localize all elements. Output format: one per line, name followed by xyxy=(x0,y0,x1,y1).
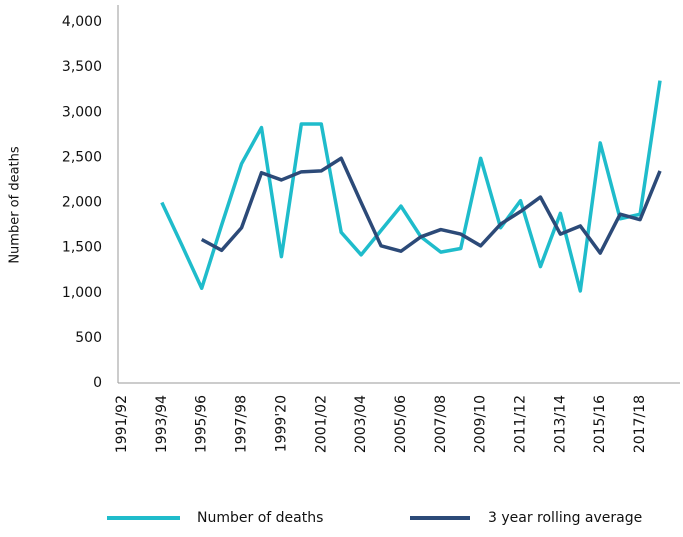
y-tick-label: 1,000 xyxy=(62,285,102,301)
y-tick-label: 1,500 xyxy=(62,240,102,256)
y-axis-label: Number of deaths xyxy=(8,146,23,264)
legend-label: 3 year rolling average xyxy=(488,510,642,526)
y-tick-label: 2,500 xyxy=(62,149,102,165)
y-tick-label: 4,000 xyxy=(62,14,102,30)
x-tick-label: 1991/92 xyxy=(114,395,130,453)
y-tick-label: 3,500 xyxy=(62,59,102,75)
x-tick-label: 1999'20 xyxy=(273,395,289,452)
x-tick-label: 1993/94 xyxy=(154,395,170,453)
x-tick-label: 1995/96 xyxy=(194,395,210,453)
legend-label: Number of deaths xyxy=(197,510,323,526)
x-tick-label: 2011/12 xyxy=(513,395,529,453)
x-tick-label: 2009/10 xyxy=(473,395,489,453)
x-tick-label: 1997/98 xyxy=(234,395,250,453)
y-tick-label: 2,000 xyxy=(62,195,102,211)
x-tick-label: 2007/08 xyxy=(433,395,449,453)
x-tick-label: 2015/16 xyxy=(592,395,608,453)
x-tick-label: 2017/18 xyxy=(632,395,648,453)
y-tick-label: 3,000 xyxy=(62,104,102,120)
y-tick-label: 0 xyxy=(93,375,102,391)
x-tick-label: 2005/06 xyxy=(393,395,409,453)
x-tick-label: 2001/02 xyxy=(313,395,329,453)
x-tick-label: 2013/14 xyxy=(552,395,568,453)
x-tick-label: 2003/04 xyxy=(353,395,369,453)
data-line xyxy=(200,156,662,255)
data-line xyxy=(160,80,662,293)
y-tick-label: 500 xyxy=(75,330,102,346)
